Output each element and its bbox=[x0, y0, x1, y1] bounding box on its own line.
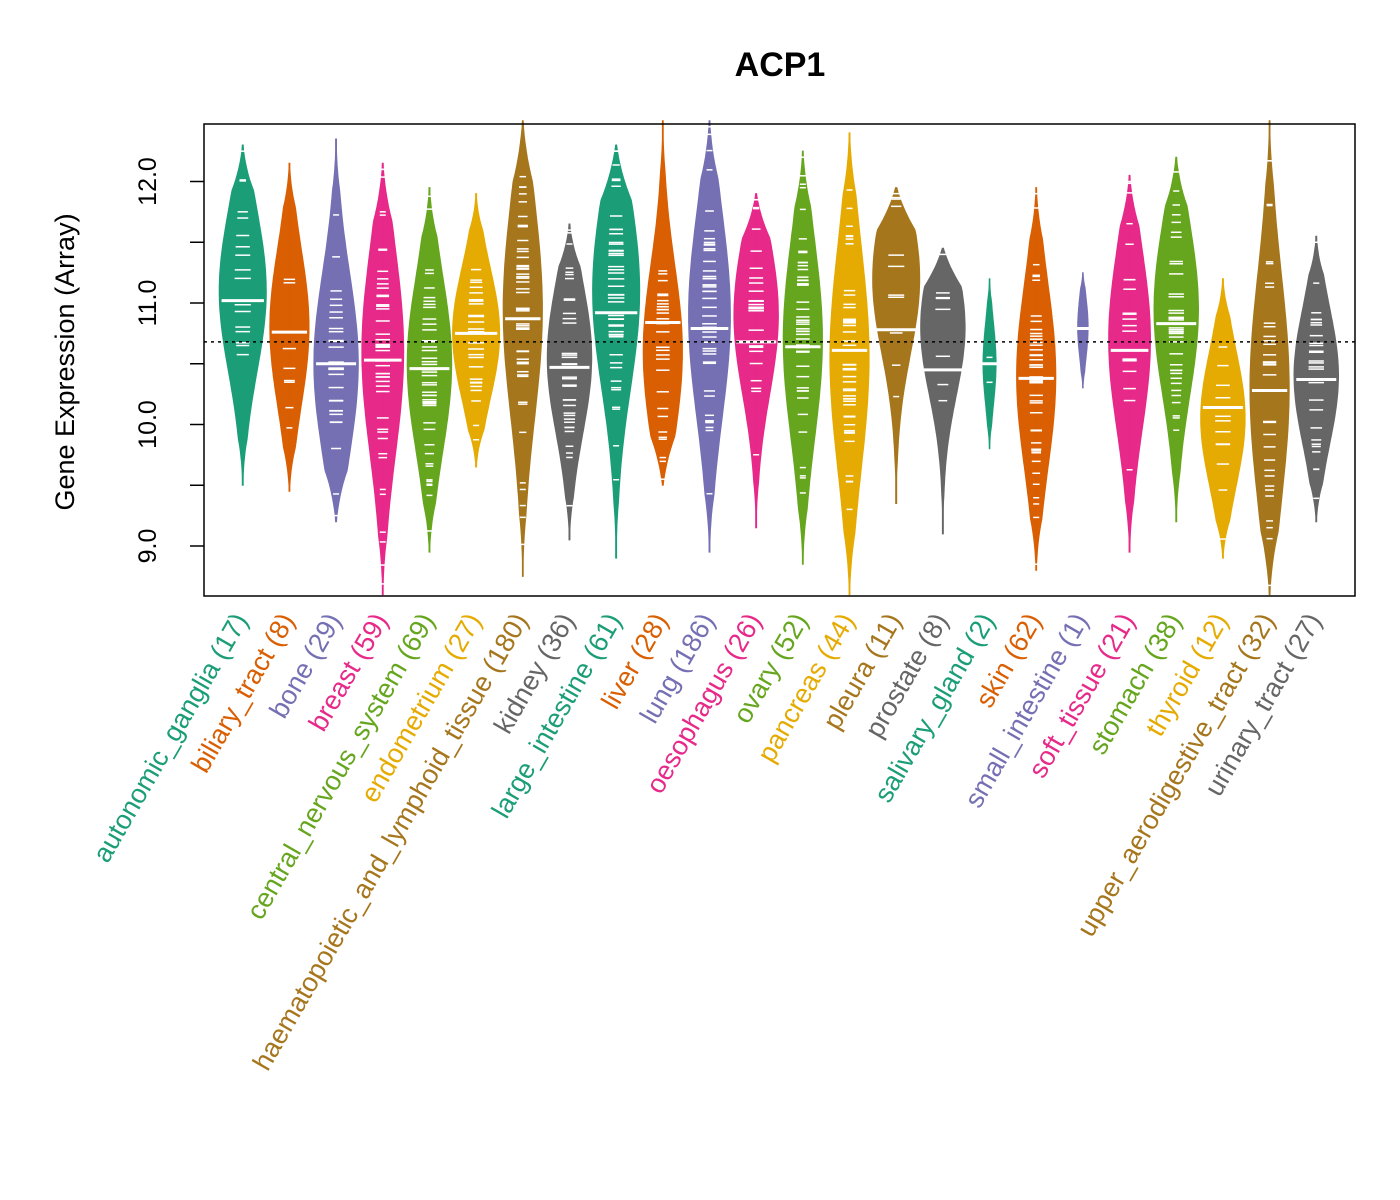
y-tick-label: 12.0 bbox=[134, 157, 162, 206]
bean-stomach bbox=[1153, 156, 1200, 523]
y-axis-label: Gene Expression (Array) bbox=[50, 213, 80, 510]
bean-autonomic_ganglia bbox=[218, 144, 267, 486]
y-tick-label: 11.0 bbox=[134, 280, 162, 327]
bean-pleura bbox=[872, 187, 921, 504]
bean-bone bbox=[313, 138, 359, 523]
bean-urinary_tract bbox=[1293, 235, 1339, 523]
bean-salivary_gland bbox=[979, 278, 1000, 450]
y-tick-label: 10.0 bbox=[134, 400, 162, 449]
bean-skin bbox=[1016, 187, 1057, 571]
bean-small_intestine bbox=[1072, 272, 1093, 389]
bean-pancreas bbox=[829, 132, 870, 596]
y-axis: 9.0 10.0 11.0 12.0 bbox=[134, 157, 204, 563]
bean-breast bbox=[361, 162, 405, 596]
bean-kidney bbox=[546, 223, 593, 541]
bean-ovary bbox=[782, 150, 823, 565]
bean-upper_aerodigestive_tract bbox=[1249, 120, 1290, 596]
plot-area-frame bbox=[203, 123, 1356, 597]
bean-biliary_tract bbox=[269, 162, 310, 492]
bean-prostate bbox=[920, 247, 966, 535]
bean-haematopoietic_and_lymphoid_tissue bbox=[502, 120, 543, 577]
chart-title: ACP1 bbox=[735, 46, 826, 84]
bean-oesophagus bbox=[733, 193, 779, 529]
x-axis-labels: autonomic_ganglia (17)biliary_tract (8)b… bbox=[87, 608, 1328, 1075]
bean-soft_tissue bbox=[1108, 174, 1152, 553]
bean-lung bbox=[688, 120, 731, 553]
bean-large_intestine bbox=[592, 144, 641, 559]
bean-endometrium bbox=[452, 193, 501, 468]
bean-liver bbox=[642, 120, 683, 486]
y-tick-label: 9.0 bbox=[134, 529, 162, 564]
bean-thyroid bbox=[1200, 278, 1246, 559]
bean-central_nervous_system bbox=[406, 187, 453, 553]
beans-layer bbox=[218, 120, 1339, 596]
